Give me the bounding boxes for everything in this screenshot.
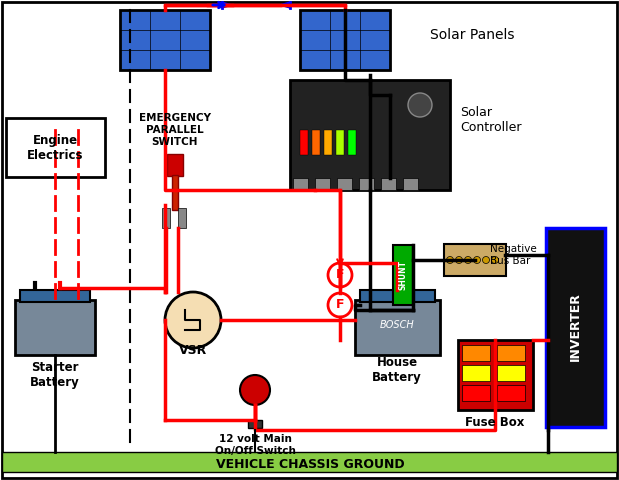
FancyBboxPatch shape [300,10,390,70]
Bar [462,365,490,381]
Circle shape [464,256,472,264]
FancyBboxPatch shape [120,10,210,70]
Bar [162,208,170,228]
Circle shape [328,293,352,317]
Text: BOSCH: BOSCH [379,320,414,330]
Circle shape [482,256,490,264]
Circle shape [165,292,221,348]
Bar [312,130,320,155]
Bar [2,452,617,472]
Text: INVERTER: INVERTER [568,293,581,361]
Bar [20,290,90,302]
Bar [497,365,525,381]
FancyBboxPatch shape [444,244,506,276]
Text: 12 volt Main
On/Off Switch: 12 volt Main On/Off Switch [215,434,295,456]
Bar [293,178,308,190]
Text: Solar Panels: Solar Panels [430,28,514,42]
Circle shape [240,375,270,405]
Bar [462,385,490,401]
Bar [300,130,308,155]
FancyBboxPatch shape [167,154,183,176]
Text: Starter
Battery: Starter Battery [30,361,80,389]
Circle shape [408,93,432,117]
Text: EMERGENCY
PARALLEL
SWITCH: EMERGENCY PARALLEL SWITCH [139,113,211,146]
Bar [497,345,525,361]
Circle shape [491,256,498,264]
Text: F: F [335,299,344,312]
FancyBboxPatch shape [546,228,605,427]
Text: Fuse Box: Fuse Box [465,416,525,429]
Circle shape [328,263,352,287]
Bar [359,178,374,190]
FancyBboxPatch shape [15,300,95,355]
Bar [315,178,330,190]
Circle shape [446,256,454,264]
Bar [393,245,413,305]
Polygon shape [222,2,232,8]
Text: House
Battery: House Battery [372,356,422,384]
Bar [324,130,332,155]
Text: Negative
Bus Bar: Negative Bus Bar [490,244,537,266]
Bar [248,420,262,428]
Bar [497,385,525,401]
Bar [337,178,352,190]
Bar [178,208,186,228]
Text: F: F [335,268,344,281]
Text: SHUNT: SHUNT [399,260,407,290]
FancyBboxPatch shape [458,340,533,410]
FancyBboxPatch shape [290,80,450,190]
Bar [360,290,435,302]
Text: Engine
Electrics: Engine Electrics [27,134,83,162]
Bar [381,178,396,190]
Bar [336,130,344,155]
Text: VSR: VSR [179,344,207,357]
FancyBboxPatch shape [355,300,440,355]
Circle shape [474,256,480,264]
Text: VEHICLE CHASSIS GROUND: VEHICLE CHASSIS GROUND [215,457,404,470]
Bar [403,178,418,190]
Polygon shape [280,2,290,8]
Bar [462,345,490,361]
Text: Solar
Controller: Solar Controller [460,106,521,134]
FancyBboxPatch shape [6,118,105,177]
Bar [348,130,356,155]
Circle shape [456,256,462,264]
Bar [172,175,178,210]
